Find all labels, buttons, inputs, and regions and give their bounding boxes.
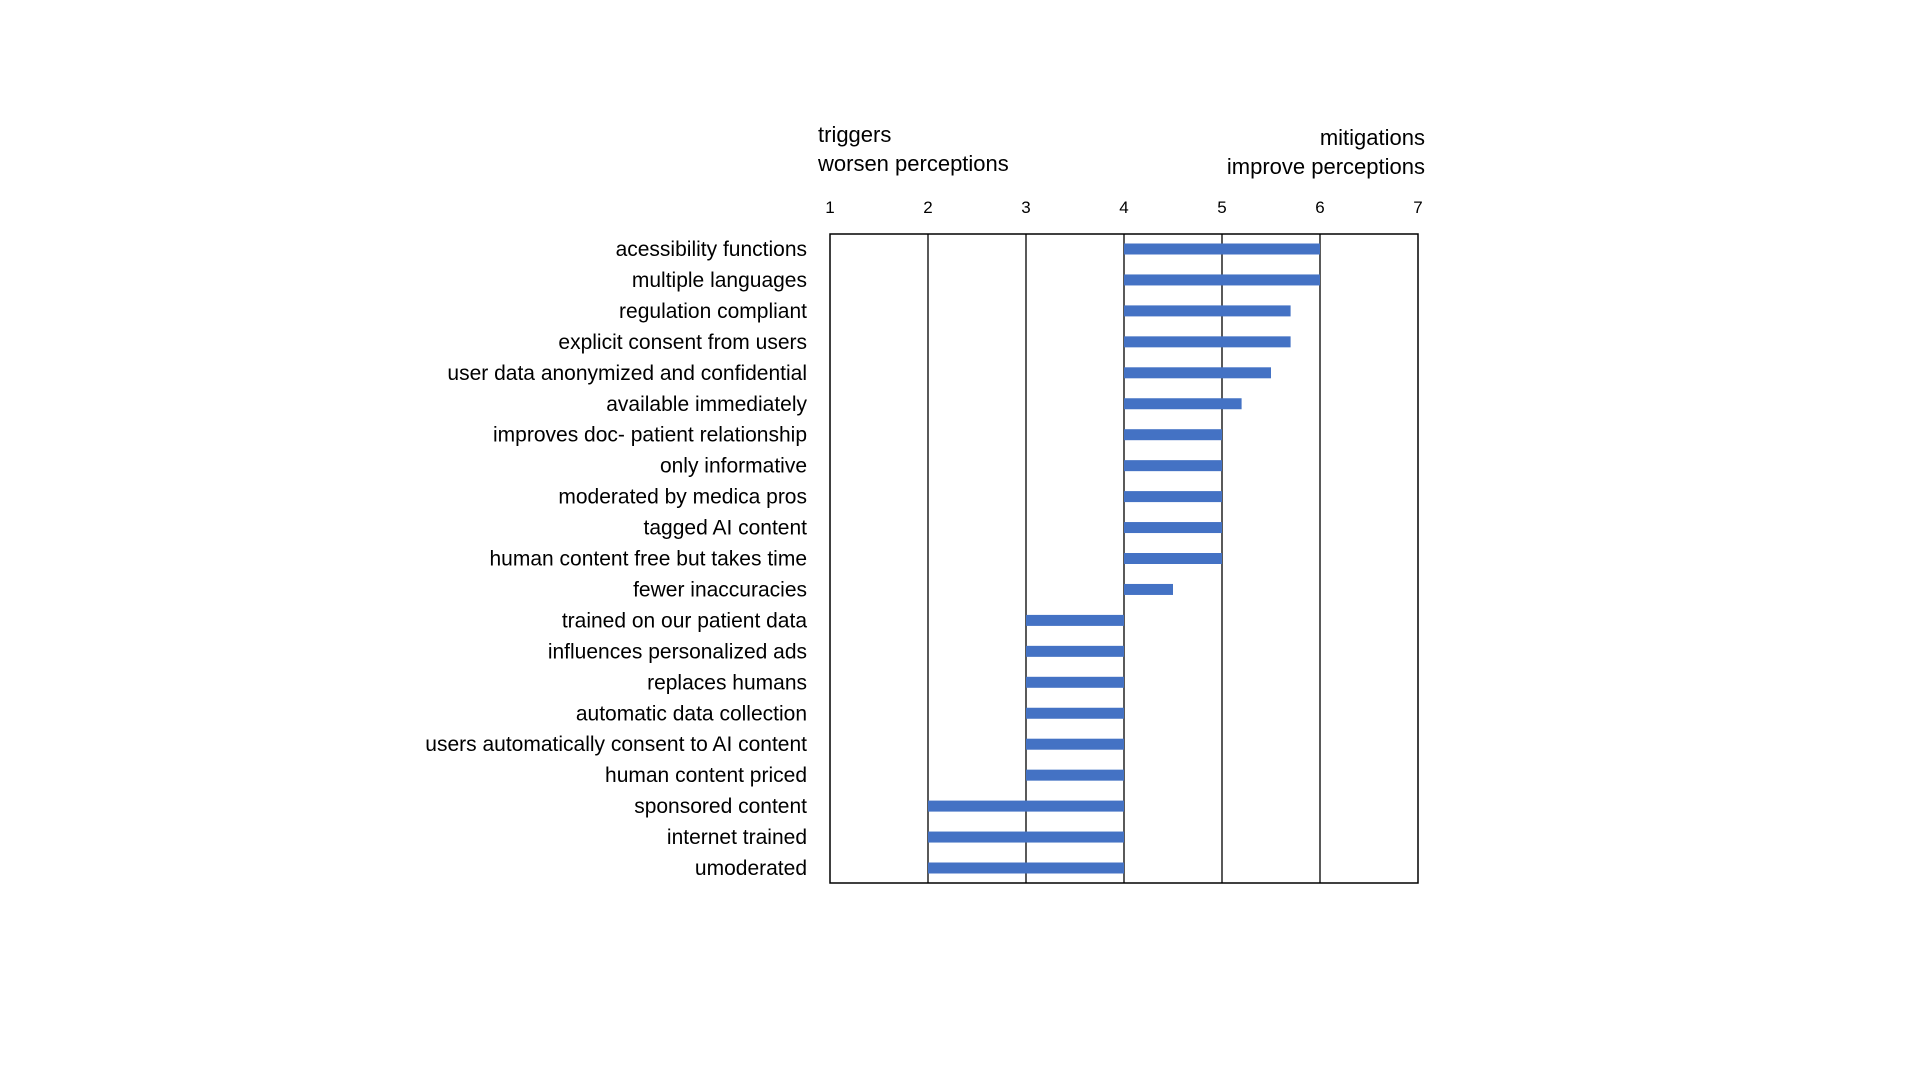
x-tick-label: 6 bbox=[1315, 198, 1324, 217]
bar bbox=[1026, 614, 1124, 626]
bar bbox=[1124, 243, 1320, 255]
bar bbox=[1124, 336, 1291, 348]
plot-frame bbox=[829, 233, 1419, 884]
category-label: users automatically consent to AI conten… bbox=[425, 733, 807, 756]
category-label: human content priced bbox=[605, 764, 807, 787]
bar bbox=[928, 862, 1124, 874]
bar bbox=[928, 800, 1124, 812]
category-label: user data anonymized and confidential bbox=[447, 362, 807, 385]
category-labels: acessibility functions multiple languages… bbox=[425, 238, 807, 880]
category-label: explicit consent from users bbox=[558, 331, 807, 354]
bar bbox=[1124, 274, 1320, 286]
bar bbox=[1124, 553, 1222, 564]
annotation-right-line1: mitigations bbox=[1320, 125, 1425, 150]
bars bbox=[928, 243, 1320, 874]
bar bbox=[1124, 305, 1291, 317]
annotation-left-line2: worsen perceptions bbox=[817, 151, 1009, 176]
category-label: fewer inaccuracies bbox=[633, 578, 807, 601]
category-label: multiple languages bbox=[632, 269, 807, 292]
category-label: automatic data collection bbox=[576, 702, 807, 725]
category-label: replaces humans bbox=[647, 671, 807, 694]
bar bbox=[1124, 583, 1173, 595]
bar bbox=[1026, 676, 1124, 688]
bar bbox=[1026, 738, 1124, 750]
annotation-left-line1: triggers bbox=[818, 122, 891, 147]
x-tick-label: 7 bbox=[1413, 198, 1422, 217]
x-tick-label: 3 bbox=[1021, 198, 1030, 217]
bar bbox=[1026, 645, 1124, 657]
category-label: available immediately bbox=[606, 393, 807, 416]
x-tick-label: 5 bbox=[1217, 198, 1226, 217]
category-label: human content free but takes time bbox=[489, 548, 807, 571]
category-label: internet trained bbox=[667, 826, 807, 849]
bar bbox=[1026, 769, 1124, 781]
x-tick-labels: 1 2 3 4 5 6 7 bbox=[825, 198, 1422, 217]
bar bbox=[1124, 367, 1271, 379]
x-tick-label: 1 bbox=[825, 198, 834, 217]
bar bbox=[928, 831, 1124, 843]
category-label: moderated by medica pros bbox=[558, 486, 807, 509]
category-label: trained on our patient data bbox=[562, 609, 808, 632]
x-tick-label: 4 bbox=[1119, 198, 1128, 217]
bar bbox=[1124, 491, 1222, 503]
x-tick-label: 2 bbox=[923, 198, 932, 217]
category-label: tagged AI content bbox=[644, 517, 808, 540]
category-label: acessibility functions bbox=[616, 238, 807, 261]
category-label: regulation compliant bbox=[619, 300, 807, 323]
bar bbox=[1026, 707, 1124, 719]
bar bbox=[1124, 398, 1242, 410]
annotation-right-line2: improve perceptions bbox=[1227, 154, 1425, 179]
bar bbox=[1124, 429, 1222, 441]
bar bbox=[1124, 460, 1222, 472]
bar bbox=[1124, 522, 1222, 534]
category-label: only informative bbox=[660, 455, 807, 478]
category-label: influences personalized ads bbox=[548, 640, 807, 663]
category-label: sponsored content bbox=[634, 795, 807, 818]
category-label: umoderated bbox=[695, 857, 807, 880]
category-label: improves doc- patient relationship bbox=[493, 424, 807, 447]
